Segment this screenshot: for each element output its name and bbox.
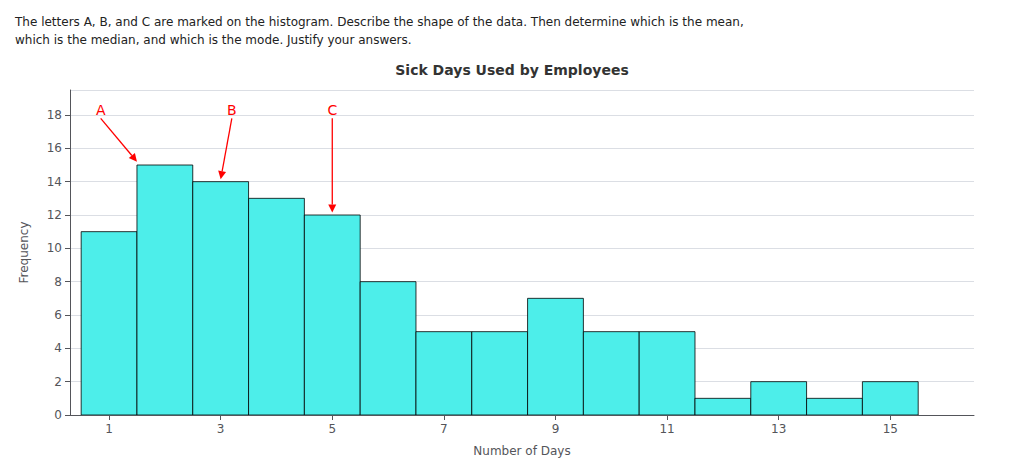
svg-text:9: 9 [552,422,560,436]
svg-text:4: 4 [54,341,62,355]
svg-text:16: 16 [47,141,62,155]
svg-text:2: 2 [54,375,62,389]
svg-text:15: 15 [883,422,898,436]
svg-text:1: 1 [105,422,113,436]
svg-text:3: 3 [217,422,225,436]
svg-text:6: 6 [54,308,62,322]
svg-text:A: A [96,102,106,118]
svg-text:Number of Days: Number of Days [473,444,570,458]
svg-text:B: B [227,102,237,118]
svg-text:Sick Days Used by Employees: Sick Days Used by Employees [395,62,629,78]
svg-text:0: 0 [54,408,62,422]
svg-text:7: 7 [440,422,448,436]
svg-text:The letters A, B, and C are ma: The letters A, B, and C are marked on th… [14,15,744,29]
svg-text:which is the median, and which: which is the median, and which is the mo… [15,33,412,47]
svg-text:12: 12 [47,208,62,222]
svg-text:14: 14 [47,175,62,189]
svg-text:10: 10 [47,241,62,255]
svg-text:C: C [327,102,337,118]
svg-text:8: 8 [54,275,62,289]
svg-text:5: 5 [328,422,336,436]
svg-text:Frequency: Frequency [17,222,31,284]
svg-text:18: 18 [47,108,62,122]
svg-text:13: 13 [771,422,786,436]
svg-text:11: 11 [659,422,674,436]
